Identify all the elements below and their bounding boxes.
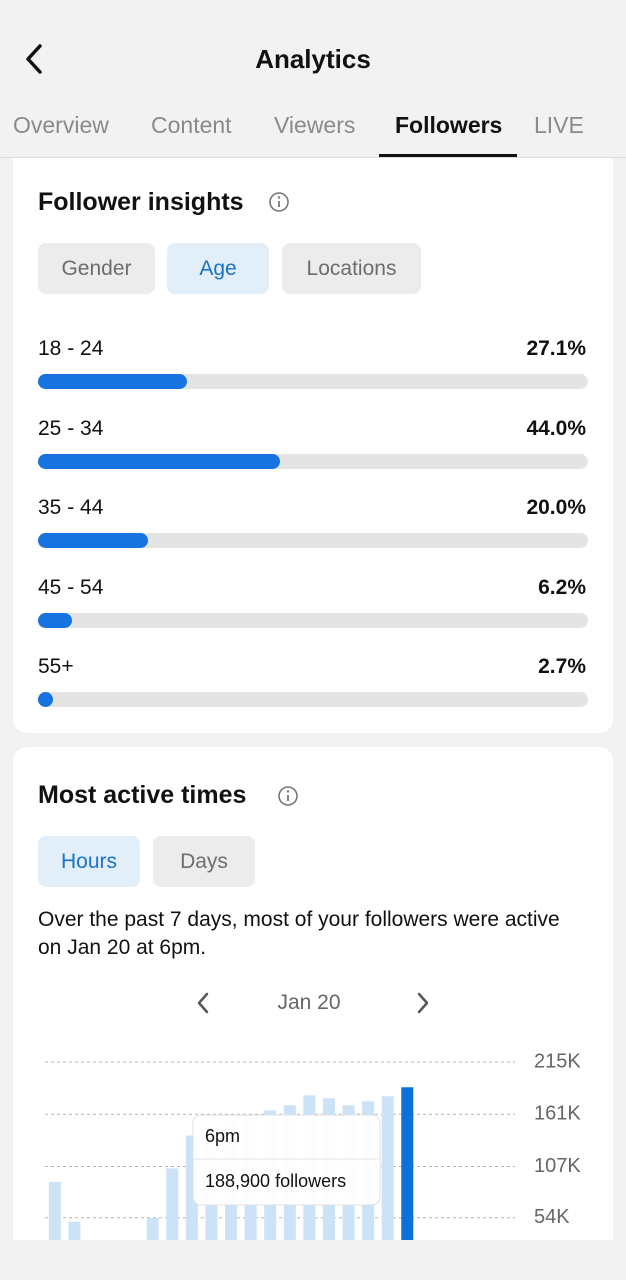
bar [38, 692, 53, 707]
percent-label: 6.2% [538, 575, 586, 599]
y-tick-label: 161K [534, 1103, 581, 1125]
tab[interactable]: Overview [13, 112, 109, 138]
age-label: 55+ [38, 655, 74, 678]
hours-chart: 54K 107K 161K 215K 6pm 188,900 followers [45, 1050, 581, 1240]
tab-divider [0, 157, 626, 158]
age-label: 35 - 44 [38, 496, 104, 519]
filter-chip[interactable]: Hours [38, 836, 140, 887]
info-icon[interactable] [277, 785, 299, 807]
card-title: Follower insights [38, 188, 244, 216]
percent-label: 20.0% [526, 496, 586, 519]
tab-indicator [379, 154, 517, 157]
bar [68, 1221, 81, 1240]
y-tick-label: 215K [534, 1050, 581, 1072]
bar [38, 453, 280, 469]
age-label: 18 - 24 [38, 337, 104, 360]
next-date[interactable] [410, 990, 434, 1016]
bar-track [38, 692, 588, 707]
bar [48, 1181, 61, 1240]
filter-chip[interactable]: Locations [282, 243, 421, 294]
bar-track [38, 612, 588, 628]
filter-chip[interactable]: Days [153, 836, 255, 887]
prev-date[interactable] [192, 990, 216, 1016]
percent-label: 44.0% [526, 416, 586, 440]
bar [38, 612, 73, 628]
tooltip-title: 6pm [205, 1126, 240, 1146]
bar [381, 1096, 394, 1240]
tab[interactable]: Viewers [274, 112, 356, 138]
percent-label: 27.1% [526, 337, 586, 360]
percent-label: 2.7% [538, 655, 586, 678]
bar [38, 374, 188, 389]
tab[interactable]: Followers [395, 112, 503, 138]
filter-chip[interactable]: Gender [38, 243, 155, 294]
tab[interactable]: LIVE [534, 112, 584, 138]
bar [166, 1168, 179, 1240]
back-button[interactable] [20, 40, 50, 80]
filter-chip[interactable]: Age [167, 243, 269, 294]
tab[interactable]: Content [151, 112, 232, 138]
bar [401, 1087, 414, 1240]
summary-text: Over the past 7 days, most of your follo… [38, 908, 560, 959]
info-icon[interactable] [268, 191, 290, 213]
y-tick-label: 54K [534, 1206, 570, 1228]
tooltip [192, 1114, 381, 1206]
card-title: Most active times [38, 781, 247, 809]
age-label: 45 - 54 [38, 575, 104, 599]
bar [38, 533, 148, 548]
age-label: 25 - 34 [38, 416, 104, 440]
bar [146, 1218, 159, 1240]
bar-track [38, 533, 588, 548]
date-label: Jan 20 [277, 991, 341, 1014]
page-title: Analytics [255, 44, 371, 74]
tooltip-value: 188,900 followers [205, 1171, 346, 1191]
y-tick-label: 107K [534, 1155, 581, 1177]
